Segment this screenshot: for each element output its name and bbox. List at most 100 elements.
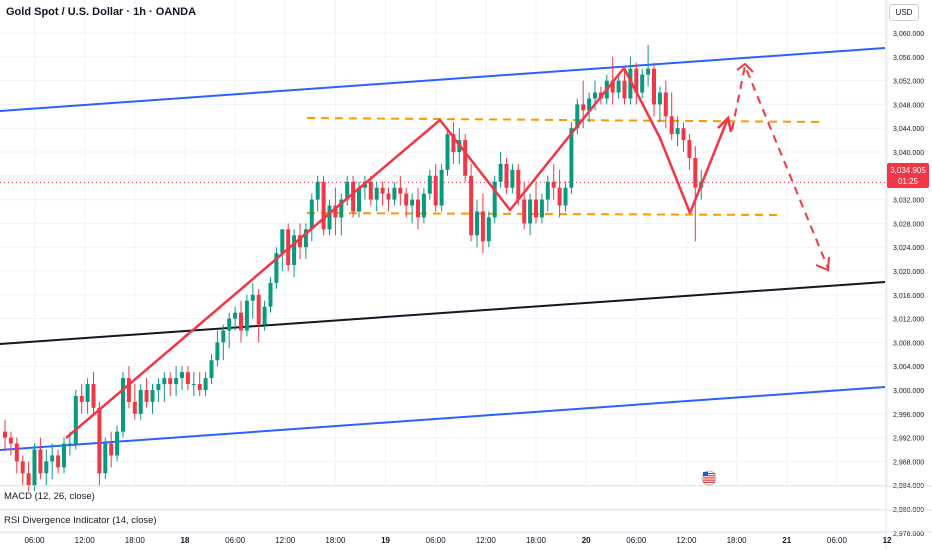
projection-drawings [65,62,830,439]
candle-body [85,384,90,402]
currency-button[interactable]: USD [889,4,919,21]
price-tick-label: 2,992.000 [893,436,924,443]
time-tick-label: 12:00 [275,536,296,545]
candle-body [262,306,267,325]
candle-body [374,187,379,200]
flag-canton [703,472,708,476]
upper-channel-line [0,47,886,112]
candle-body [587,98,592,111]
candle-body [551,181,556,188]
candle-body [522,199,527,224]
time-axis[interactable]: 06:00 12:00 18:00 18 06:00 12:00 18:00 19 06:00 1… [24,536,892,545]
candle-body [256,294,261,325]
candle-body [132,401,137,414]
candle-body [180,372,184,379]
candle-body [646,68,651,75]
candles [3,44,704,492]
projection-arrow-up [736,62,754,73]
candle-body [693,157,698,188]
candle-body [492,181,497,218]
candle-body [451,134,456,152]
candle-body [380,187,385,194]
flag-stripe [703,481,715,483]
price-axis[interactable]: 3,060.000 3,056.000 3,052.000 3,048.000 3,04… [885,0,924,550]
time-tick-label: 20 [582,536,591,545]
candle-body [144,390,149,402]
symbol-title[interactable]: Gold Spot / U.S. Dollar · 1h · OANDA [6,6,197,18]
candle-body [44,461,49,474]
macd-label[interactable]: MACD (12, 26, close) [4,491,95,502]
candle-body [91,384,96,408]
candle-body [97,407,102,474]
candle-body [32,449,37,486]
candle-body [475,211,479,236]
us-flag-icon[interactable] [701,470,717,486]
price-tick-label: 3,012.000 [893,317,924,324]
candle-body [239,312,243,331]
candle-body [640,74,645,93]
rsi-divergence-label[interactable]: RSI Divergence Indicator (14, close) [4,515,157,526]
candle-body [203,378,208,390]
time-tick-label: 12:00 [75,536,96,545]
candle-body [657,92,662,105]
price-tick-label: 2,996.000 [893,412,924,419]
price-tick-label: 3,060.000 [893,31,924,38]
candle-body [333,205,338,218]
candle-body [669,116,674,135]
price-tick-label: 3,024.000 [893,245,924,252]
candle-body [439,169,444,206]
candle-body [610,80,615,93]
price-tick-label: 3,000.000 [893,388,924,395]
candle-body [103,443,108,474]
pattern-path [65,66,730,439]
channel-midline [0,281,886,345]
price-tick-label: 2,984.000 [893,483,924,490]
candle-body [528,199,533,224]
time-tick-label: 19 [381,536,390,545]
price-tick-label: 3,040.000 [893,150,924,157]
time-tick-label: 06:00 [827,536,848,545]
price-tick-label: 2,976.000 [893,531,924,538]
grid-lines [0,0,888,534]
candle-body [445,134,450,170]
candle-body [14,443,19,462]
time-tick-label: 18:00 [325,536,346,545]
candle-body [634,68,639,93]
candle-body [357,187,361,212]
candle-body [498,163,503,182]
candle-body [315,181,320,200]
candle-body [138,390,143,414]
candle-body [3,431,7,438]
candle-body [463,140,468,176]
support-level [306,212,781,216]
candle-body [20,461,25,474]
candle-body [227,318,232,331]
candle-body [215,342,220,361]
candle-body [303,229,308,248]
candle-body [575,104,580,129]
time-tick-label: 18:00 [526,536,547,545]
price-tick-label: 3,032.000 [893,198,924,205]
candle-body [675,128,680,135]
candle-body [79,395,84,402]
candle-body [469,175,474,236]
candle-body [191,384,196,386]
candle-body [73,395,78,444]
time-tick-label: 18 [180,536,189,545]
candle-body [427,175,432,194]
time-tick-label: 12:00 [476,536,497,545]
candle-body [616,80,621,93]
candle-body [268,282,273,307]
arrow-head [717,115,733,133]
candle-body [486,217,491,242]
candle-body [386,193,391,200]
candle-body [50,455,55,462]
price-tick-label: 3,004.000 [893,364,924,371]
time-tick-label: 18:00 [727,536,748,545]
candle-body [150,390,155,402]
time-tick-label: 12 [883,536,892,545]
candle-body [121,378,125,432]
candle-body [557,187,562,206]
projection-arrow-down [815,256,830,272]
